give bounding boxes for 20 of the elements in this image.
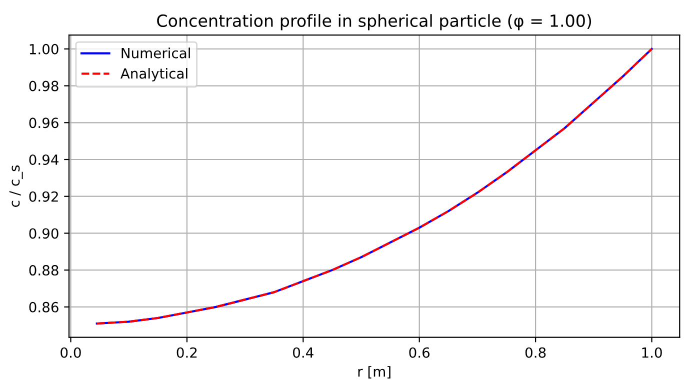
- legend-label: Numerical: [122, 48, 190, 58]
- y-tick-label: 0.96: [29, 118, 58, 128]
- y-tick-label: 0.92: [29, 191, 58, 202]
- x-tick-label: 0.0: [60, 347, 81, 358]
- legend-label: Analytical: [120, 68, 188, 82]
- y-tick-label: 0.88: [29, 265, 58, 276]
- y-tick-label: 0.94: [29, 154, 58, 165]
- y-tick-label: 1.00: [30, 44, 58, 54]
- y-tick-label: 0.98: [29, 80, 58, 92]
- x-tick-label: 0.4: [293, 347, 314, 358]
- x-tick-label: 1.0: [642, 347, 662, 358]
- x-axis-title: r [m]: [358, 366, 390, 378]
- x-tick-label: 0.2: [176, 347, 197, 358]
- x-tick-label: 0.8: [525, 347, 546, 358]
- x-tick-label: 0.6: [409, 347, 430, 358]
- line-series: [96, 48, 653, 325]
- chart-title: Concentration profile in spherical particle (φ = 1.00): [157, 14, 592, 30]
- y-tick-label: 0.90: [29, 228, 58, 239]
- y-axis-title: c / c_s: [9, 165, 23, 207]
- y-tick-label: 0.86: [29, 302, 58, 312]
